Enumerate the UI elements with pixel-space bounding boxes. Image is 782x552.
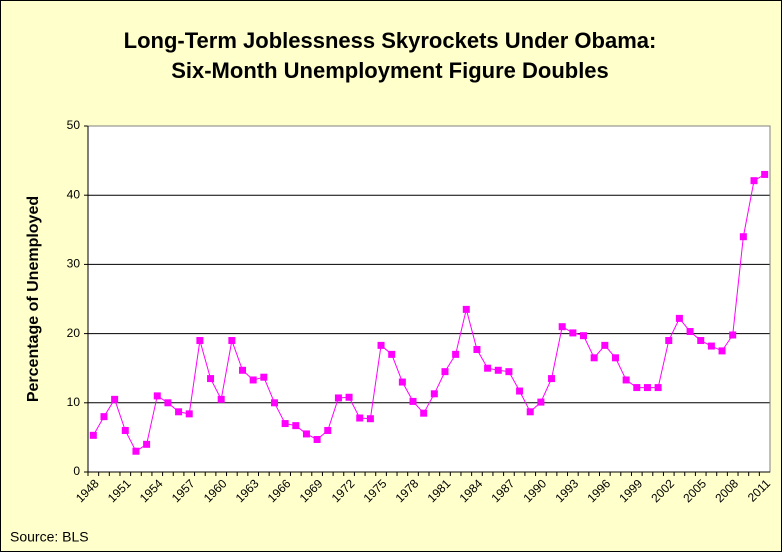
marker xyxy=(324,426,332,434)
marker xyxy=(633,384,641,392)
marker xyxy=(665,337,673,345)
marker xyxy=(580,332,588,340)
marker xyxy=(207,375,215,383)
marker xyxy=(292,422,300,430)
marker xyxy=(121,426,129,434)
marker xyxy=(590,354,598,362)
marker xyxy=(302,430,310,438)
chart-title: Long-Term Joblessness Skyrockets Under O… xyxy=(124,28,657,53)
marker xyxy=(697,337,705,345)
marker xyxy=(643,384,651,392)
plot-area xyxy=(88,126,770,472)
y-tick-label: 20 xyxy=(67,326,81,340)
marker xyxy=(420,409,428,417)
marker xyxy=(334,394,342,402)
marker xyxy=(569,329,577,337)
source-note: Source: BLS xyxy=(10,529,89,545)
marker xyxy=(366,415,374,423)
marker xyxy=(398,378,406,386)
marker xyxy=(761,170,769,178)
marker xyxy=(377,341,385,349)
y-tick-label: 10 xyxy=(67,395,81,409)
marker xyxy=(484,364,492,372)
marker xyxy=(441,368,449,376)
marker xyxy=(175,408,183,416)
marker xyxy=(707,342,715,350)
marker xyxy=(473,346,481,354)
marker xyxy=(185,410,193,418)
marker xyxy=(239,366,247,374)
marker xyxy=(281,420,289,428)
marker xyxy=(260,373,268,381)
marker xyxy=(313,435,321,443)
marker xyxy=(409,397,417,405)
y-tick-label: 40 xyxy=(67,187,81,201)
marker xyxy=(729,331,737,339)
y-tick-label: 0 xyxy=(73,464,80,478)
marker xyxy=(601,341,609,349)
marker xyxy=(249,376,257,384)
marker xyxy=(452,350,460,358)
marker xyxy=(516,387,524,395)
marker xyxy=(750,177,758,185)
marker xyxy=(622,376,630,384)
marker xyxy=(462,305,470,313)
marker xyxy=(345,393,353,401)
marker xyxy=(228,337,236,345)
marker xyxy=(143,440,151,448)
marker xyxy=(270,399,278,407)
y-tick-label: 30 xyxy=(67,257,81,271)
marker xyxy=(718,347,726,355)
marker xyxy=(196,337,204,345)
marker xyxy=(686,328,694,336)
marker xyxy=(526,408,534,416)
line xyxy=(92,174,765,452)
marker xyxy=(153,392,161,400)
marker xyxy=(505,368,513,376)
marker xyxy=(537,398,545,406)
marker xyxy=(132,447,140,455)
marker xyxy=(739,233,747,241)
marker xyxy=(356,414,364,422)
marker xyxy=(494,366,502,374)
marker xyxy=(430,390,438,398)
marker xyxy=(611,354,619,362)
marker xyxy=(654,384,662,392)
marker xyxy=(548,375,556,383)
marker xyxy=(388,350,396,358)
chart-subtitle: Six-Month Unemployment Figure Doubles xyxy=(171,58,609,83)
marker xyxy=(111,395,119,403)
marker xyxy=(217,395,225,403)
y-tick-label: 50 xyxy=(67,118,81,132)
marker xyxy=(164,399,172,407)
marker xyxy=(558,323,566,331)
marker xyxy=(89,431,97,439)
y-axis-label: Percentage of Unemployed xyxy=(25,196,42,402)
marker xyxy=(100,413,108,421)
marker xyxy=(675,314,683,322)
